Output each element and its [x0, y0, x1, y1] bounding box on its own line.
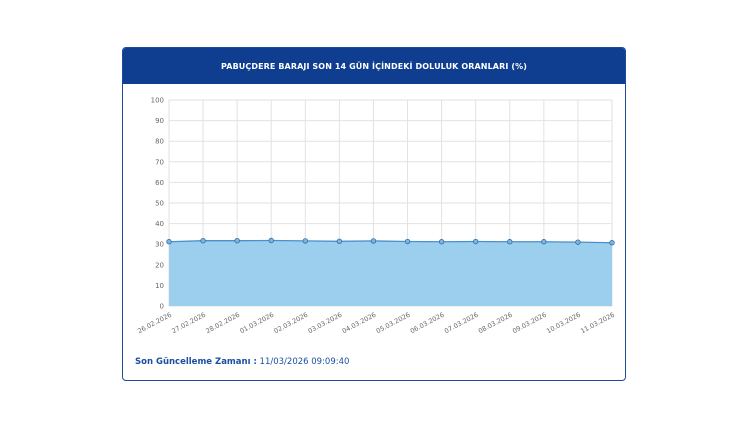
data-point[interactable]: [609, 240, 615, 246]
data-point[interactable]: [268, 237, 274, 244]
y-tick-label: 70: [155, 158, 164, 166]
y-tick-label: 40: [155, 220, 164, 228]
y-tick-label: 80: [155, 138, 164, 146]
chart-area: 0 10 20 30 40 50 60 70 80 90 100 26.02.2026 27.02.2…: [123, 84, 625, 344]
x-tick-label: 10.03.2026: [545, 311, 582, 336]
x-tick-label: 02.03.2026: [273, 311, 310, 336]
x-tick-label: 28.02.2026: [204, 311, 241, 336]
data-point[interactable]: [472, 238, 479, 245]
last-update-value: 11/03/2026 09:09:40: [259, 357, 350, 367]
x-tick-label: 27.02.2026: [170, 311, 207, 336]
y-tick-label: 30: [155, 241, 164, 249]
data-point[interactable]: [234, 237, 240, 244]
last-update: Son Güncelleme Zamanı : 11/03/2026 09:09…: [135, 357, 349, 367]
x-tick-label: 11.03.2026: [579, 311, 616, 336]
y-tick-label: 0: [160, 303, 164, 311]
series-line: [168, 239, 613, 244]
x-tick-label: 03.03.2026: [307, 311, 344, 336]
x-tick-label: 06.03.2026: [409, 311, 446, 336]
x-tick-label: 08.03.2026: [477, 311, 514, 336]
y-tick-label: 10: [155, 282, 164, 290]
data-point[interactable]: [507, 239, 513, 245]
data-point[interactable]: [302, 238, 309, 244]
data-point[interactable]: [404, 238, 411, 245]
data-point[interactable]: [336, 238, 343, 245]
series-area: [169, 240, 612, 306]
x-tick-label: 07.03.2026: [443, 311, 480, 336]
data-point[interactable]: [200, 237, 206, 244]
data-point[interactable]: [575, 239, 581, 245]
y-tick-label: 20: [155, 261, 164, 269]
x-tick-label: 05.03.2026: [375, 311, 412, 336]
fill-rate-chart: 0 10 20 30 40 50 60 70 80 90 100 26.02.202627.02.2…: [136, 97, 616, 336]
point-layer: [166, 237, 615, 246]
y-tick-label: 50: [155, 200, 164, 208]
chart-title: PABUÇDERE BARAJI SON 14 GÜN İÇİNDEKİ DOL…: [123, 48, 625, 84]
x-tick-label: 09.03.2026: [511, 311, 548, 336]
chart-card: PABUÇDERE BARAJI SON 14 GÜN İÇİNDEKİ DOL…: [122, 47, 626, 381]
data-point[interactable]: [166, 239, 172, 245]
y-tick-labels: 0 10 20 30 40 50 60 70 80 90 100: [151, 97, 164, 311]
y-tick-label: 60: [155, 179, 164, 187]
data-point[interactable]: [370, 238, 377, 244]
x-tick-label: 04.03.2026: [341, 311, 378, 336]
y-tick-label: 90: [155, 117, 164, 125]
y-tick-label: 100: [151, 97, 164, 105]
area-layer: [168, 239, 613, 306]
x-tick-label: 26.02.2026: [136, 311, 173, 336]
last-update-label: Son Güncelleme Zamanı :: [135, 357, 257, 367]
x-tick-label: 01.03.2026: [239, 311, 276, 336]
data-point[interactable]: [541, 239, 547, 245]
x-tick-labels: 26.02.202627.02.202628.02.202601.03.2026…: [136, 311, 616, 336]
data-point[interactable]: [438, 239, 445, 245]
